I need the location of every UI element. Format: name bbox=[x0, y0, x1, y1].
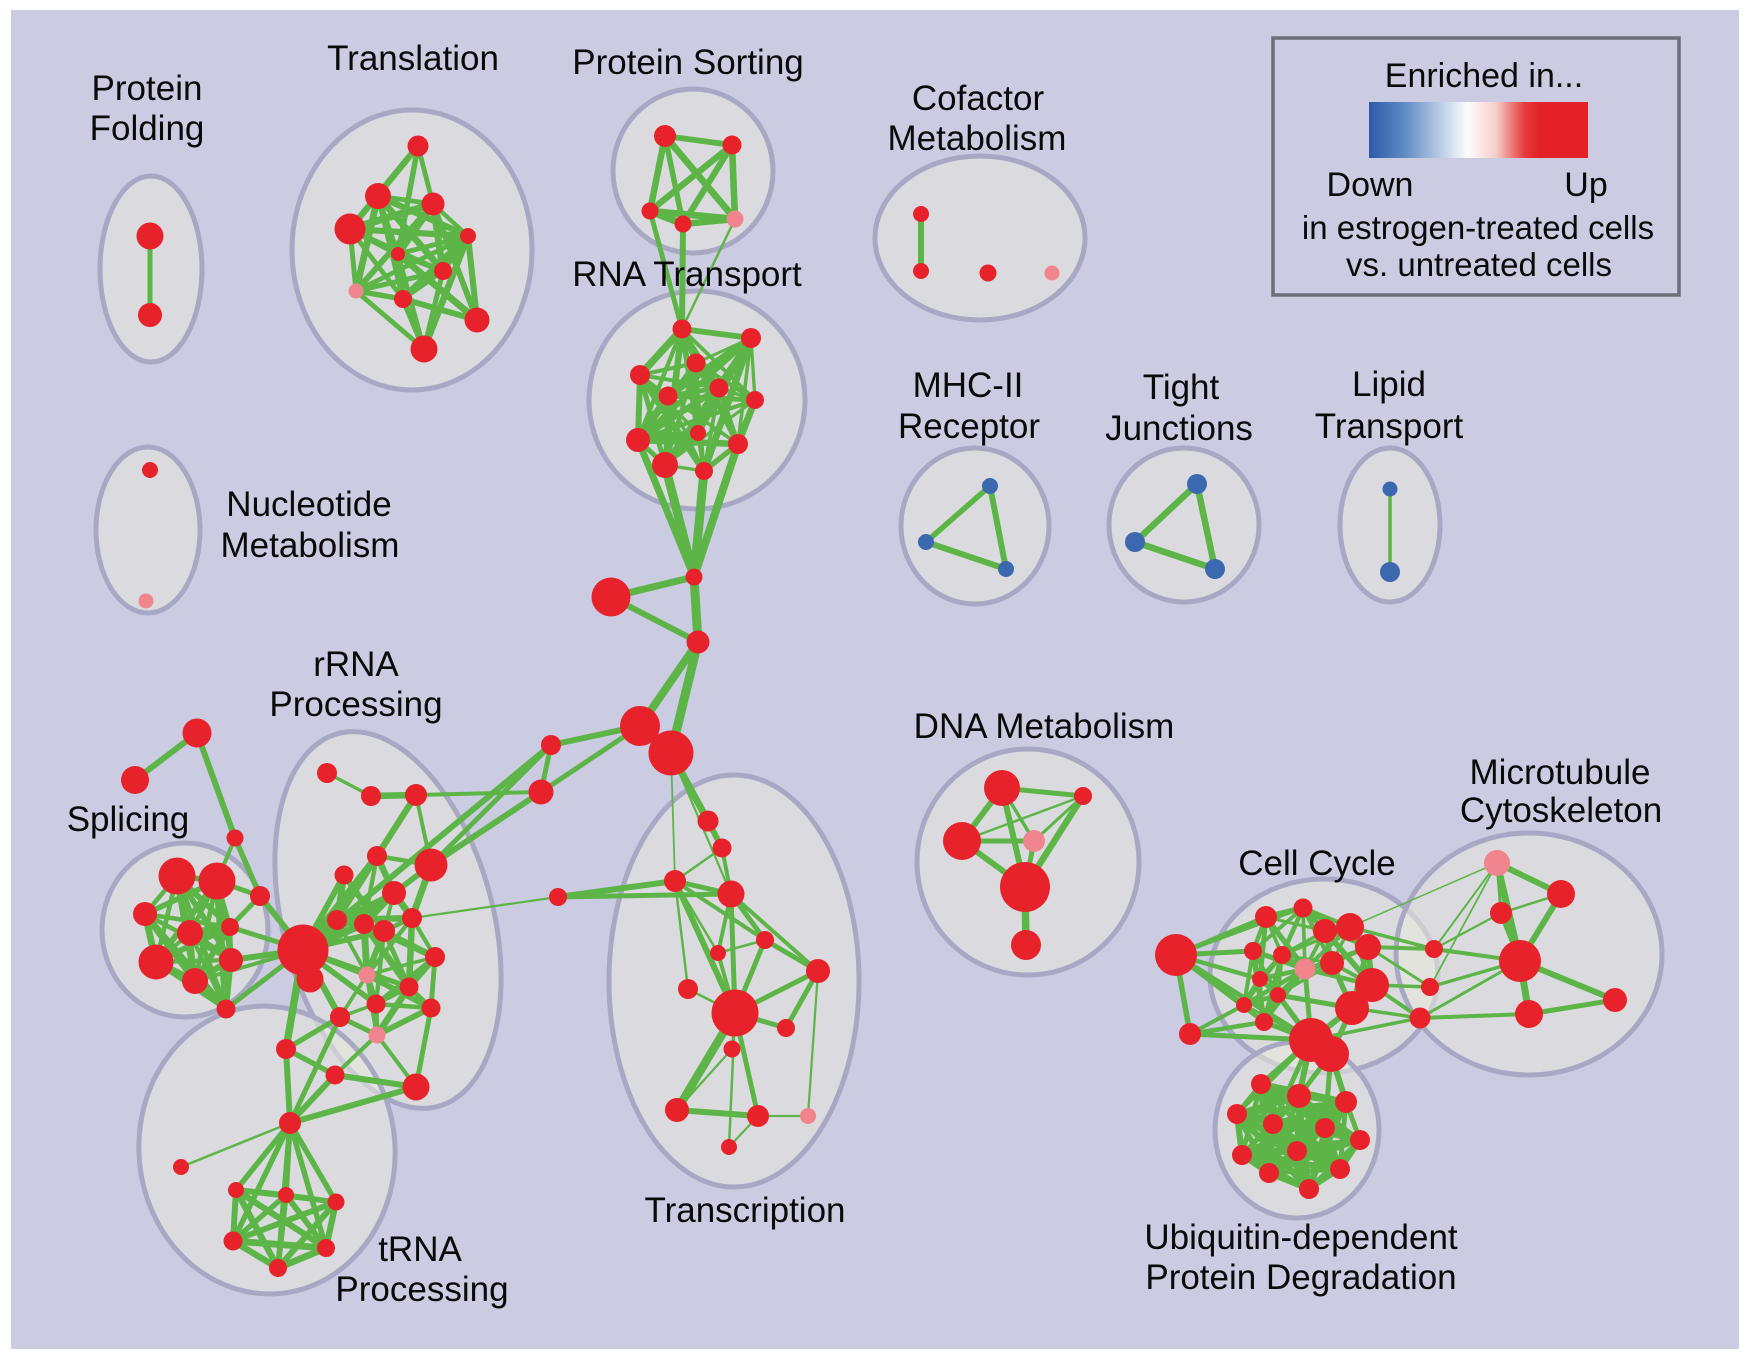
svg-text:vs. untreated cells: vs. untreated cells bbox=[1346, 246, 1612, 283]
svg-text:Cytoskeleton: Cytoskeleton bbox=[1460, 791, 1662, 830]
svg-text:Receptor: Receptor bbox=[898, 407, 1040, 446]
svg-text:Transcription: Transcription bbox=[645, 1191, 846, 1230]
svg-text:Tight: Tight bbox=[1143, 368, 1220, 407]
svg-text:MHC-II: MHC-II bbox=[913, 366, 1024, 405]
svg-text:Folding: Folding bbox=[90, 109, 205, 148]
svg-text:Translation: Translation bbox=[327, 39, 499, 78]
svg-text:Transport: Transport bbox=[1315, 407, 1464, 446]
svg-text:Protein: Protein bbox=[92, 69, 203, 108]
svg-text:Down: Down bbox=[1327, 166, 1414, 204]
svg-text:Lipid: Lipid bbox=[1352, 365, 1426, 404]
svg-text:Protein Degradation: Protein Degradation bbox=[1145, 1258, 1456, 1297]
svg-text:Cofactor: Cofactor bbox=[912, 79, 1045, 118]
svg-text:Ubiquitin-dependent: Ubiquitin-dependent bbox=[1144, 1218, 1458, 1257]
svg-text:DNA Metabolism: DNA Metabolism bbox=[914, 707, 1175, 746]
svg-text:rRNA: rRNA bbox=[313, 645, 399, 684]
svg-text:in estrogen-treated cells: in estrogen-treated cells bbox=[1302, 209, 1654, 246]
svg-text:Up: Up bbox=[1564, 166, 1607, 204]
svg-text:Splicing: Splicing bbox=[67, 800, 190, 839]
svg-text:Protein Sorting: Protein Sorting bbox=[572, 43, 804, 82]
svg-text:Junctions: Junctions bbox=[1105, 409, 1253, 448]
svg-text:Processing: Processing bbox=[335, 1270, 508, 1309]
svg-text:Cell Cycle: Cell Cycle bbox=[1238, 844, 1396, 883]
svg-text:tRNA: tRNA bbox=[378, 1230, 462, 1269]
svg-text:Nucleotide: Nucleotide bbox=[226, 485, 391, 524]
svg-text:Enriched in...: Enriched in... bbox=[1385, 57, 1583, 95]
svg-text:Processing: Processing bbox=[269, 685, 442, 724]
svg-text:Microtubule: Microtubule bbox=[1470, 753, 1651, 792]
svg-text:RNA Transport: RNA Transport bbox=[572, 255, 802, 294]
svg-text:Metabolism: Metabolism bbox=[221, 526, 400, 565]
svg-text:Metabolism: Metabolism bbox=[888, 119, 1067, 158]
